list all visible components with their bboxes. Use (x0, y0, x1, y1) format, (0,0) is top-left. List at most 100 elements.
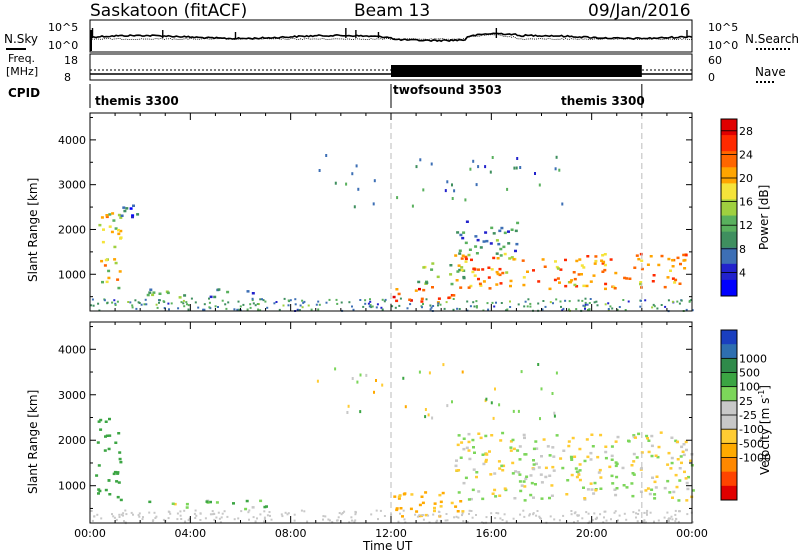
scatter-cell (445, 301, 448, 304)
scatter-cell (429, 308, 432, 311)
scatter-cell (679, 262, 682, 266)
scatter-cell (511, 461, 515, 465)
scatter-cell (417, 280, 421, 284)
scatter-cell (510, 256, 514, 259)
scatter-cell (470, 258, 473, 262)
scatter-cell (401, 515, 404, 518)
scatter-cell (602, 260, 606, 264)
scatter-cell (495, 270, 499, 274)
scatter-cell (318, 169, 321, 172)
scatter-cell (512, 447, 516, 451)
scatter-cell (590, 488, 594, 491)
scatter-cell (494, 495, 498, 498)
scatter-cell (652, 303, 655, 306)
scatter-cell (101, 280, 104, 284)
scatter-cell (583, 305, 586, 308)
scatter-cell (632, 511, 635, 514)
scatter-cell (418, 514, 421, 517)
scatter-cell (437, 304, 439, 307)
scatter-cell (604, 303, 607, 306)
scatter-cell (104, 420, 108, 423)
scatter-cell (485, 239, 489, 243)
scatter-cell (551, 446, 555, 449)
y-tick-label: 4000 (58, 343, 86, 356)
noise-sky-series (89, 32, 693, 43)
scatter-cell (667, 451, 671, 455)
scatter-cell (532, 447, 536, 451)
scatter-cell (519, 513, 522, 516)
scatter-cell (137, 301, 140, 304)
scatter-cell (351, 305, 353, 308)
scatter-cell (471, 516, 474, 519)
scatter-cell (516, 449, 520, 452)
scatter-cell (359, 299, 362, 301)
scatter-cell (671, 300, 674, 303)
scatter-cell (359, 410, 362, 414)
scatter-cell (590, 433, 594, 436)
scatter-cell (682, 253, 686, 257)
scatter-cell (622, 299, 625, 301)
scatter-cell (252, 302, 255, 305)
nave-right-tick-top: 60 (708, 54, 722, 67)
scatter-cell (469, 284, 473, 288)
scatter-cell (325, 154, 328, 157)
scatter-cell (436, 519, 439, 522)
scatter-cell (439, 303, 442, 306)
scatter-cell (187, 519, 190, 522)
scatter-cell (166, 291, 170, 295)
scatter-cell (138, 302, 141, 304)
scatter-cell (409, 303, 412, 306)
scatter-cell (116, 300, 119, 303)
scatter-cell (354, 519, 357, 522)
scatter-cell (120, 214, 124, 217)
scatter-cell (100, 517, 103, 520)
scatter-cell (270, 518, 273, 521)
freq-panel-frame (89, 53, 693, 81)
scatter-cell (497, 512, 500, 515)
scatter-cell (398, 304, 401, 307)
scatter-cell (404, 405, 407, 409)
scatter-cell (322, 518, 324, 521)
scatter-cell (498, 403, 501, 407)
scatter-cell (582, 486, 585, 489)
scatter-cell (666, 463, 670, 466)
scatter-cell (414, 513, 417, 516)
scatter-cell (183, 305, 186, 308)
scatter-cell (578, 469, 582, 472)
scatter-cell (334, 181, 337, 185)
scatter-cell (570, 510, 573, 512)
scatter-cell (537, 280, 541, 283)
y-tick-label: 1000 (58, 268, 86, 281)
scatter-cell (514, 249, 517, 253)
scatter-cell (500, 302, 503, 304)
scatter-cell (499, 439, 503, 442)
scatter-cell (336, 302, 339, 305)
scatter-cell (517, 303, 520, 306)
scatter-cell (559, 300, 562, 303)
scatter-cell (354, 513, 357, 516)
noise-left-tick-top: 10^5 (48, 21, 79, 34)
scatter-cell (523, 485, 527, 488)
velocity-colorbar-cell (721, 485, 737, 501)
scatter-cell (490, 434, 494, 437)
scatter-cell (468, 509, 471, 512)
scatter-cell (631, 494, 635, 498)
scatter-cell (500, 226, 504, 230)
scatter-cell (103, 264, 107, 267)
scatter-cell (566, 479, 570, 482)
scatter-cell (432, 513, 435, 516)
scatter-cell (375, 379, 377, 382)
scatter-cell (297, 309, 300, 312)
scatter-cell (209, 513, 212, 516)
scatter-cell (585, 438, 589, 441)
scatter-cell (318, 303, 321, 306)
scatter-cell (643, 519, 646, 522)
scatter-cell (466, 300, 469, 303)
scatter-cell (559, 268, 563, 271)
scatter-cell (458, 252, 462, 255)
scatter-cell (473, 451, 476, 454)
scatter-cell (428, 371, 431, 375)
scatter-cell (461, 510, 465, 513)
scatter-cell (674, 278, 678, 282)
scatter-cell (459, 456, 463, 459)
